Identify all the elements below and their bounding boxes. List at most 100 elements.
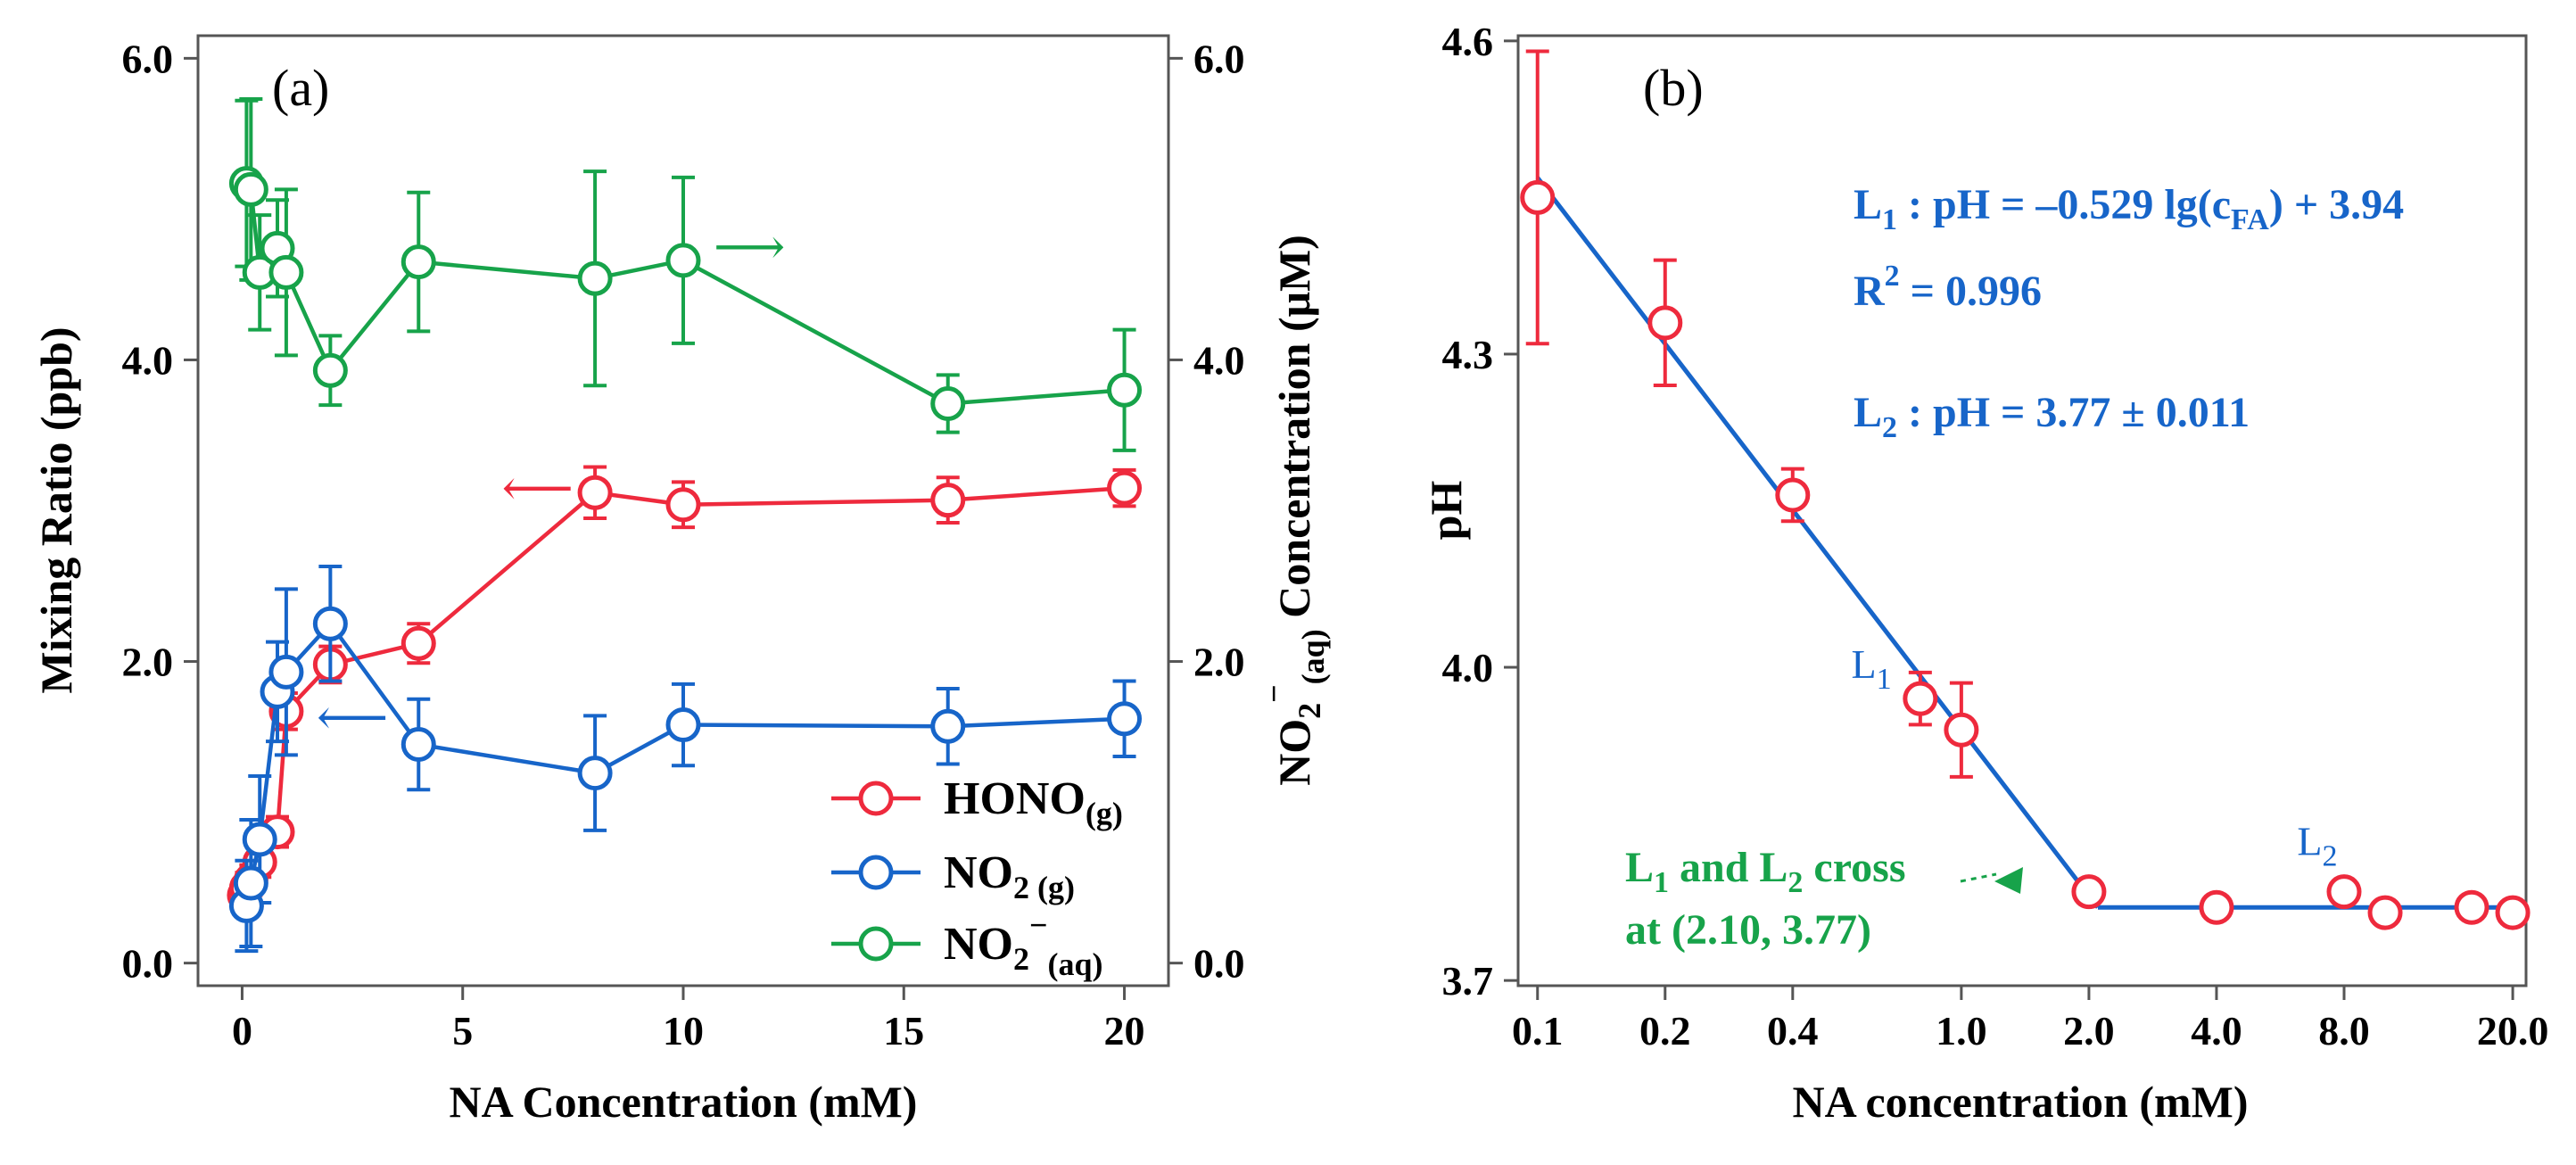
panel-b-equations: L1 : pH = –0.529 lg(cFA) + 3.94 R2 = 0.9… — [1854, 181, 2404, 444]
x-tick-label: 0 — [232, 1008, 252, 1053]
x-tick-label: 2.0 — [2063, 1008, 2115, 1053]
y2-title-sub2: (aq) — [1295, 629, 1331, 684]
legend-no2aq-main: NO — [944, 919, 1013, 970]
svg-text:NO2−(aq): NO2−(aq) — [944, 907, 1103, 982]
data-point-HONO(g) — [665, 487, 701, 523]
equation-l2: L2 : pH = 3.77 ± 0.011 — [1854, 389, 2250, 444]
data-point-NO2-(aq) — [268, 254, 304, 290]
y2-title-pre: NO — [1269, 719, 1319, 786]
y-tick-label: 4.3 — [1442, 332, 1494, 377]
y-tick-label: 3.7 — [1442, 958, 1494, 1004]
data-point-pH — [1520, 179, 1556, 215]
y-tick-label: 0.0 — [122, 941, 174, 987]
x-tick-label: 20.0 — [2477, 1008, 2549, 1053]
legend-no2aq-sup: − — [1029, 907, 1048, 943]
data-point-pH — [1944, 712, 1979, 748]
y2-tick-label: 2.0 — [1193, 640, 1245, 685]
legend-no2aq-sub2: (aq) — [1048, 946, 1103, 982]
data-point-NO2-(aq) — [1107, 372, 1143, 408]
data-point-NO2(g) — [242, 822, 277, 857]
y-tick-label: 4.0 — [122, 337, 174, 383]
y-tick-label: 6.0 — [122, 36, 174, 81]
cross-annotation-line2: at (2.10, 3.77) — [1625, 906, 1871, 954]
y2-tick-label: 4.0 — [1193, 337, 1245, 383]
y-tick-label: 4.6 — [1442, 19, 1494, 64]
panel-b-y-axis-title: pH — [1421, 481, 1471, 541]
data-point-HONO(g) — [400, 625, 436, 661]
data-point-pH — [1775, 477, 1811, 513]
data-point-NO2(g) — [665, 707, 701, 743]
data-point-NO2(g) — [400, 727, 436, 763]
data-point-NO2(g) — [312, 606, 348, 641]
cross-annotation-arrow-line — [1960, 872, 1997, 883]
data-point-pH — [2367, 895, 2403, 930]
panel-b-data: L1 L2 — [1520, 49, 2531, 930]
legend-no2g-main: NO — [944, 847, 1013, 898]
panel-a-x-axis-title: NA Concentration (mM) — [450, 1077, 918, 1127]
data-point-pH — [2199, 889, 2234, 925]
x-tick-label: 10 — [663, 1008, 704, 1053]
legend-entry-no2g: NO2 (g) — [831, 847, 1075, 905]
data-point-NO2(g) — [268, 654, 304, 690]
panel-a-legend: HONO(g) NO2 (g) NO2−(aq) — [831, 773, 1123, 982]
y-tick-label: 4.0 — [1442, 645, 1494, 690]
panel-a-chart: 0 5 10 15 20 0.0 2.0 4.0 6.0 0.0 2.0 4.0 6.0 ⟶ ⟵ ⟵ (a)… — [31, 34, 1331, 1127]
data-point-NO2-(aq) — [400, 244, 436, 280]
data-point-NO2-(aq) — [233, 171, 268, 207]
data-point-pH — [2495, 895, 2531, 930]
data-point-pH — [1903, 681, 1938, 716]
data-point-NO2(g) — [577, 756, 613, 791]
panel-a-label: (a) — [272, 59, 329, 117]
x-tick-label: 0.2 — [1639, 1008, 1691, 1053]
data-point-pH — [2326, 874, 2362, 910]
panel-b-x-axis-title: NA concentration (mM) — [1793, 1077, 2249, 1127]
legend-entry-hono: HONO(g) — [831, 773, 1123, 831]
y2-title-sup: − — [1256, 684, 1292, 703]
legend-no2aq-sub: 2 — [1013, 941, 1029, 977]
axis-arrow-annotation: ⟵ — [502, 461, 574, 516]
data-point-pH — [1647, 305, 1683, 341]
panel-a-ticks: 0 5 10 15 20 0.0 2.0 4.0 6.0 0.0 2.0 4.0 6.0 — [122, 36, 1245, 1053]
data-point-HONO(g) — [930, 483, 966, 518]
legend-hono-sub: (g) — [1086, 796, 1123, 831]
data-point-HONO(g) — [577, 475, 613, 510]
cross-annotation-line1: L1 and L2 cross — [1625, 844, 1906, 899]
fit-line-label: L2 — [2297, 819, 2337, 873]
data-point-NO2-(aq) — [930, 385, 966, 421]
series-line-NO2-(aq) — [244, 182, 1125, 406]
panel-b-ticks: 0.1 0.2 0.4 1.0 2.0 4.0 8.0 20.0 3.7 4.0 4.3 4.6 — [1442, 19, 2549, 1053]
data-point-NO2-(aq) — [577, 260, 613, 296]
equation-l1: L1 : pH = –0.529 lg(cFA) + 3.94 — [1854, 181, 2404, 236]
y2-tick-label: 0.0 — [1193, 941, 1245, 987]
y-tick-label: 2.0 — [122, 640, 174, 685]
legend-no2g-sub: 2 (g) — [1013, 870, 1075, 905]
data-point-NO2-(aq) — [312, 352, 348, 388]
equation-r2: R2 = 0.996 — [1854, 260, 2042, 315]
y2-title-sub1: 2 — [1292, 703, 1327, 719]
data-point-NO2(g) — [930, 708, 966, 744]
data-point-pH — [2071, 874, 2107, 910]
svg-text:NO2 (g): NO2 (g) — [944, 847, 1075, 905]
data-point-NO2(g) — [233, 865, 268, 901]
y2-title-post: Concentration (μM) — [1269, 235, 1319, 629]
x-tick-label: 20 — [1104, 1008, 1145, 1053]
axis-arrow-annotation: ⟵ — [317, 690, 388, 746]
data-point-pH — [2454, 889, 2489, 925]
panel-b-label: (b) — [1643, 59, 1704, 117]
data-point-HONO(g) — [1107, 470, 1143, 506]
x-tick-label: 4.0 — [2191, 1008, 2242, 1053]
x-tick-label: 8.0 — [2318, 1008, 2370, 1053]
panel-b-cross-annotation: L1 and L2 cross at (2.10, 3.77) — [1625, 844, 2023, 954]
panel-a-y-axis-title: Mixing Ratio (ppb) — [31, 326, 81, 693]
axis-arrow-annotation: ⟶ — [714, 220, 785, 276]
x-tick-label: 15 — [883, 1008, 924, 1053]
legend-entry-no2aq: NO2−(aq) — [831, 907, 1103, 982]
panel-b-chart: 0.1 0.2 0.4 1.0 2.0 4.0 8.0 20.0 3.7 4.0 4.3 4.6 L1… — [1421, 19, 2548, 1127]
panel-b-plot-frame — [1516, 34, 2528, 987]
y2-tick-label: 6.0 — [1193, 36, 1245, 81]
data-point-NO2-(aq) — [665, 243, 701, 278]
cross-annotation-arrowhead — [1994, 867, 2023, 894]
fit-line-label: L1 — [1852, 641, 1892, 696]
x-tick-label: 0.4 — [1767, 1008, 1819, 1053]
